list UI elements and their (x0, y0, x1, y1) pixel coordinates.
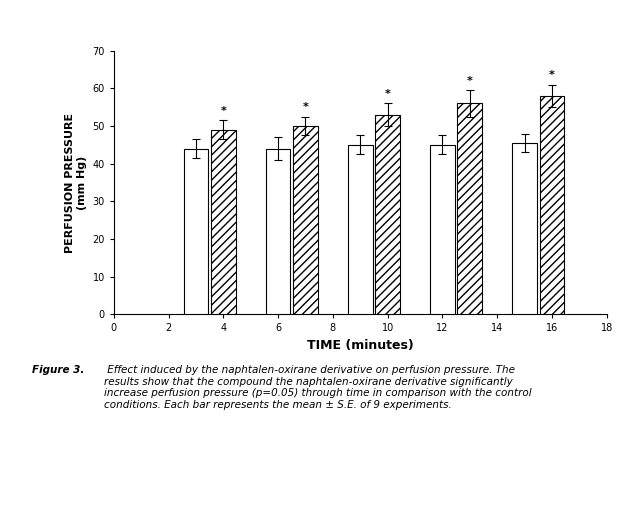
Text: *: * (221, 106, 226, 116)
Text: *: * (385, 89, 391, 99)
Bar (458, 103, 482, 314)
Bar (540, 96, 564, 314)
Text: *: * (303, 102, 308, 112)
Bar (293, 126, 318, 314)
Bar (512, 143, 537, 314)
Bar (183, 149, 209, 314)
Text: *: * (467, 76, 473, 86)
Bar (375, 115, 400, 314)
Text: Figure 3.: Figure 3. (32, 365, 84, 375)
X-axis label: TIME (minutes): TIME (minutes) (307, 339, 413, 352)
Bar (430, 145, 455, 314)
Bar (211, 130, 236, 314)
Bar (348, 145, 373, 314)
Bar (265, 149, 290, 314)
Y-axis label: PERFUSION PRESSURE
(mm Hg): PERFUSION PRESSURE (mm Hg) (65, 113, 87, 252)
Text: Effect induced by the naphtalen-oxirane derivative on perfusion pressure. The
re: Effect induced by the naphtalen-oxirane … (104, 365, 532, 410)
Text: *: * (549, 70, 555, 80)
